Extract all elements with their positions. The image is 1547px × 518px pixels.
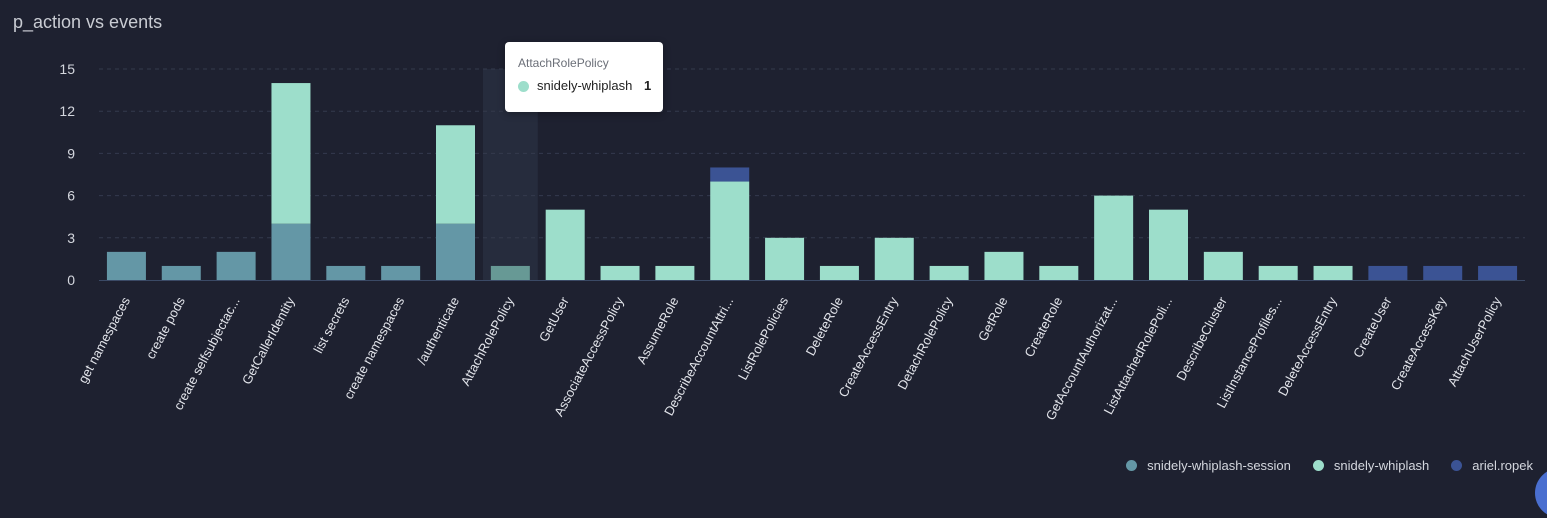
bar-snidely-whiplash-session (326, 265, 366, 280)
tooltip-title: AttachRolePolicy (518, 56, 609, 70)
x-tick-label: AssumeRole (634, 294, 682, 366)
bar-snidely-whiplash (1149, 209, 1188, 280)
x-tick-label: CreateAccessEntry (835, 294, 901, 400)
legend-dot (1126, 460, 1138, 471)
x-tick-label: AttachUserPolicy (1445, 294, 1505, 389)
bar-snidely-whiplash-session (216, 251, 256, 280)
x-tick-label: GetRole (975, 294, 1011, 343)
bar-snidely-whiplash-session (106, 251, 146, 280)
legend: snidely-whiplash-session snidely-whiplas… (1126, 458, 1533, 473)
bar-snidely-whiplash (490, 265, 530, 280)
y-tick-label: 0 (67, 272, 75, 288)
x-tick-label: CreateUser (1350, 294, 1395, 360)
y-tick-label: 15 (59, 61, 75, 77)
bar-snidely-whiplash-session (161, 265, 201, 280)
tooltip-series-name: snidely-whiplash (537, 78, 633, 93)
legend-dot (1312, 460, 1324, 471)
tooltip: AttachRolePolicy snidely-whiplash 1 (505, 42, 663, 112)
bar-snidely-whiplash (819, 265, 859, 280)
bar-ariel.ropek (1368, 265, 1408, 280)
x-tick-label: AttachRolePolicy (458, 294, 518, 388)
legend-item-ariel[interactable]: ariel.ropek (1451, 458, 1533, 473)
x-tick-label: create namespaces (341, 294, 408, 402)
x-tick-label: GetCallerIdentity (239, 294, 298, 387)
legend-dot (1451, 460, 1463, 471)
bar-snidely-whiplash (765, 237, 805, 280)
tooltip-value: 1 (644, 78, 652, 93)
bar-snidely-whiplash (1313, 265, 1353, 280)
x-tick-label: get namespaces (75, 294, 133, 386)
x-tick-label: CreateRole (1021, 294, 1065, 359)
bar-snidely-whiplash (984, 251, 1024, 280)
x-tick-label: create pods (143, 294, 188, 361)
bar-snidely-whiplash-session (436, 223, 475, 280)
bar-ariel.ropek (1423, 265, 1463, 280)
y-tick-label: 3 (67, 230, 75, 246)
bar-snidely-whiplash (1039, 265, 1079, 280)
legend-label: snidely-whiplash-session (1147, 458, 1291, 473)
bar-snidely-whiplash (710, 181, 750, 280)
x-tick-label: CreateAccessKey (1388, 294, 1450, 393)
bar-snidely-whiplash (929, 265, 969, 280)
x-tick-label: DetachRolePolicy (894, 294, 956, 392)
chart-title: p_action vs events (13, 12, 163, 32)
bar-snidely-whiplash (271, 83, 311, 224)
y-tick-label: 6 (67, 188, 75, 204)
x-tick-label: list secrets (310, 294, 352, 356)
bar-chart: 0 3 6 9 12 15 get namespaces create pods create … (59, 61, 1525, 423)
bar-snidely-whiplash (655, 265, 695, 280)
tooltip-series-dot (518, 81, 529, 92)
y-tick-label: 9 (67, 145, 75, 161)
bar-ariel.ropek (710, 167, 750, 182)
x-tick-label: ListRolePolicies (735, 294, 792, 383)
legend-item-whiplash[interactable]: snidely-whiplash (1312, 458, 1430, 473)
bar-snidely-whiplash (545, 209, 585, 280)
bar-snidely-whiplash (874, 237, 914, 280)
x-tick-label: /authenticate (414, 294, 462, 367)
bar-snidely-whiplash (1094, 195, 1134, 280)
bar-snidely-whiplash (600, 265, 640, 280)
legend-label: ariel.ropek (1472, 458, 1533, 473)
legend-item-session[interactable]: snidely-whiplash-session (1126, 458, 1291, 473)
x-tick-label: DeleteRole (803, 294, 846, 358)
x-tick-label: DescribeCluster (1173, 294, 1230, 383)
x-tick-label: GetUser (536, 294, 572, 344)
bar-ariel.ropek (1478, 265, 1518, 280)
bar-snidely-whiplash-session (381, 265, 421, 280)
bar-snidely-whiplash (1203, 251, 1243, 280)
x-tick-label: DeleteAccessEntry (1275, 294, 1340, 398)
y-tick-label: 12 (59, 103, 75, 119)
bar-snidely-whiplash (436, 125, 475, 224)
bar-snidely-whiplash-session (271, 223, 311, 280)
legend-label: snidely-whiplash (1333, 458, 1430, 473)
bar-snidely-whiplash (1258, 265, 1298, 280)
